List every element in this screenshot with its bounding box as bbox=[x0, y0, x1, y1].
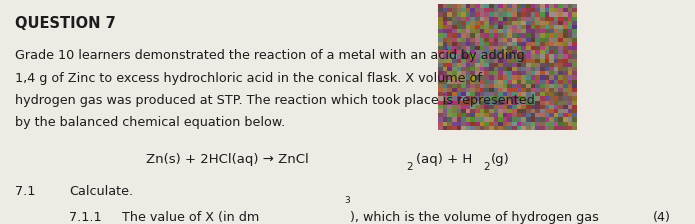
Text: 7.1: 7.1 bbox=[15, 185, 35, 198]
Text: ), which is the volume of hydrogen gas: ), which is the volume of hydrogen gas bbox=[350, 211, 598, 224]
Text: (4): (4) bbox=[653, 211, 671, 224]
Text: 3: 3 bbox=[345, 196, 350, 205]
Text: by the balanced chemical equation below.: by the balanced chemical equation below. bbox=[15, 116, 286, 129]
Text: 7.1.1: 7.1.1 bbox=[70, 211, 102, 224]
Text: (aq) + H: (aq) + H bbox=[416, 153, 472, 166]
Text: 2: 2 bbox=[407, 162, 414, 172]
Text: 2: 2 bbox=[484, 162, 491, 172]
Text: The value of X (in dm: The value of X (in dm bbox=[122, 211, 259, 224]
Text: (g): (g) bbox=[491, 153, 509, 166]
Text: hydrogen gas was produced at STP. The reaction which took place is represented: hydrogen gas was produced at STP. The re… bbox=[15, 94, 535, 107]
Text: Calculate.: Calculate. bbox=[70, 185, 133, 198]
Text: Zn(s) + 2HCl(aq) → ZnCl: Zn(s) + 2HCl(aq) → ZnCl bbox=[146, 153, 309, 166]
Text: Grade 10 learners demonstrated the reaction of a metal with an acid by adding: Grade 10 learners demonstrated the react… bbox=[15, 49, 525, 62]
Text: QUESTION 7: QUESTION 7 bbox=[15, 16, 116, 31]
Text: 1,4 g of Zinc to excess hydrochloric acid in the conical flask. X volume of: 1,4 g of Zinc to excess hydrochloric aci… bbox=[15, 72, 482, 85]
